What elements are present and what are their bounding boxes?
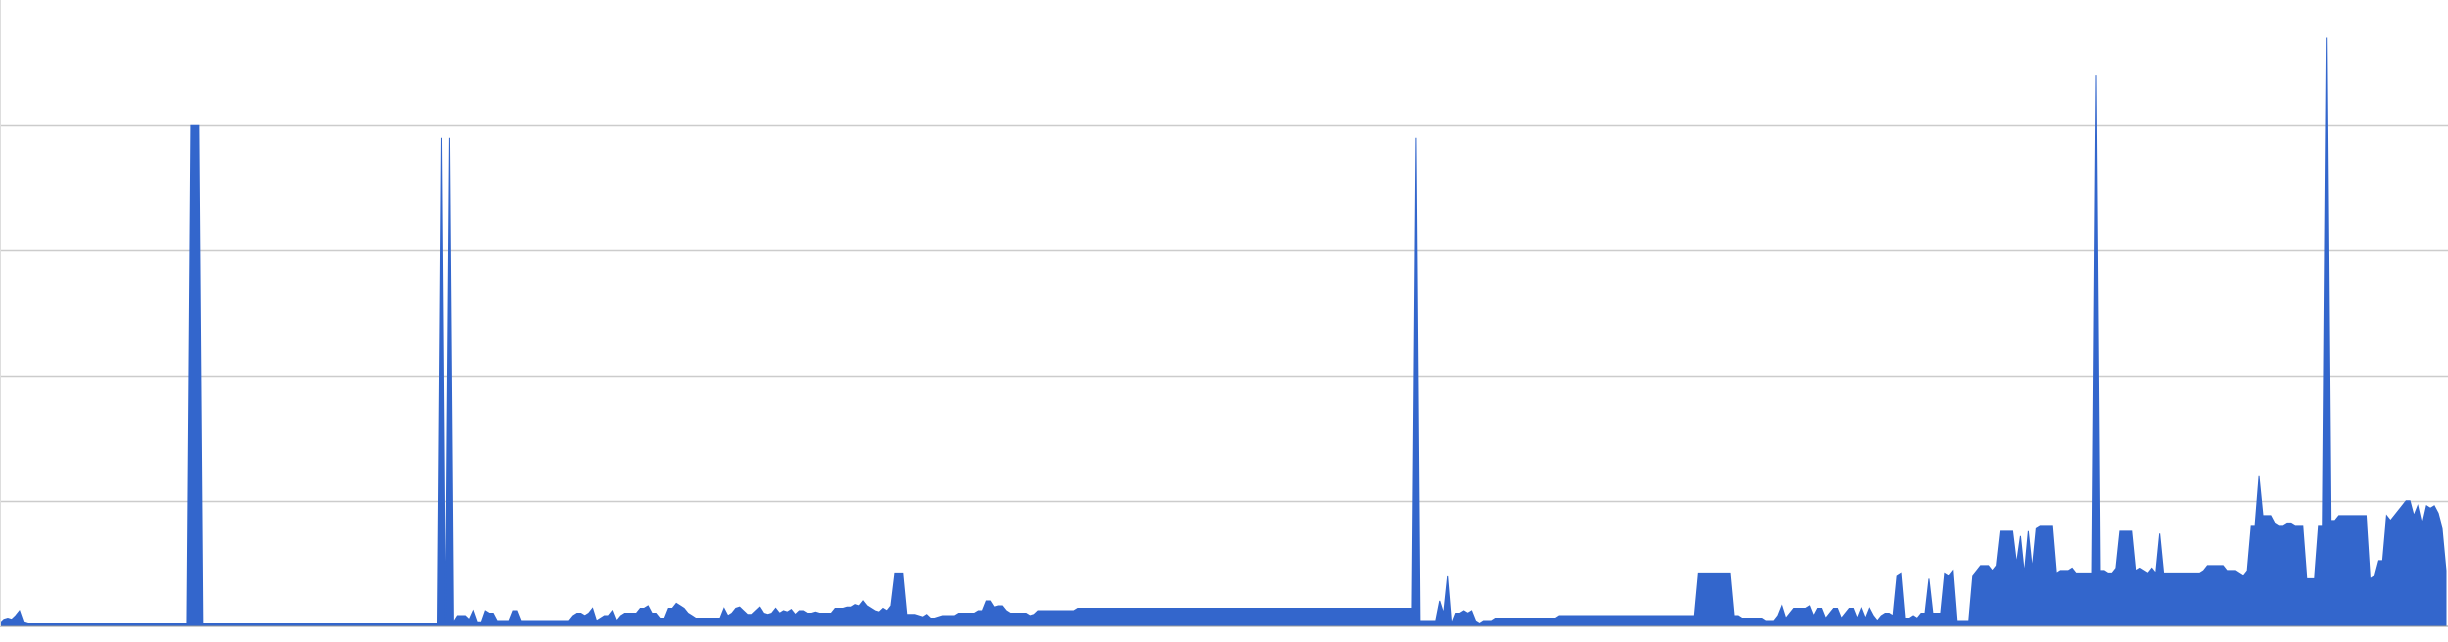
series-group: [0, 37, 2447, 627]
series-area-1: [0, 37, 2447, 627]
gridlines: [0, 124, 2448, 503]
